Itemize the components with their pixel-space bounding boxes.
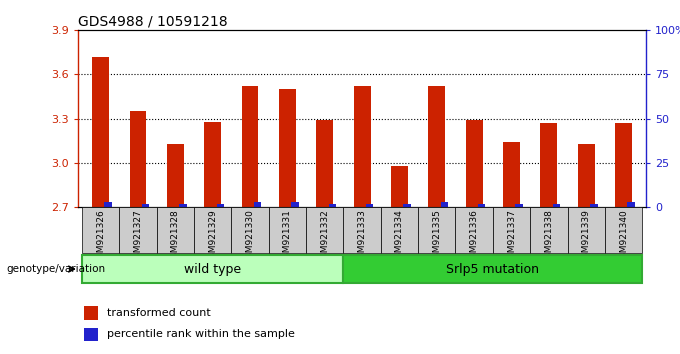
Bar — [418, 207, 456, 253]
Bar — [82, 207, 119, 253]
Bar — [216, 204, 224, 207]
Bar — [328, 204, 336, 207]
Bar — [130, 111, 146, 207]
Bar — [343, 255, 643, 283]
Text: GSM921328: GSM921328 — [171, 210, 180, 264]
Text: GSM921340: GSM921340 — [619, 210, 628, 264]
Bar — [568, 207, 605, 253]
Text: GSM921339: GSM921339 — [581, 210, 591, 264]
Text: GSM921334: GSM921334 — [395, 210, 404, 264]
Text: GSM921335: GSM921335 — [432, 210, 441, 264]
Bar — [553, 204, 560, 207]
Text: GSM921338: GSM921338 — [545, 210, 554, 264]
Bar — [354, 86, 371, 207]
Bar — [254, 202, 261, 207]
Bar — [316, 120, 333, 207]
Bar — [391, 166, 408, 207]
Text: GSM921326: GSM921326 — [96, 210, 105, 264]
Bar — [428, 86, 445, 207]
Text: GSM921331: GSM921331 — [283, 210, 292, 264]
Bar — [381, 207, 418, 253]
Bar — [456, 207, 493, 253]
Bar — [590, 204, 598, 207]
Text: transformed count: transformed count — [107, 308, 211, 318]
Text: GSM921327: GSM921327 — [133, 210, 143, 264]
Bar — [615, 123, 632, 207]
Bar — [231, 207, 269, 253]
Bar — [119, 207, 156, 253]
Bar — [628, 202, 635, 207]
Bar — [366, 204, 373, 207]
Bar — [466, 120, 483, 207]
Bar — [204, 121, 221, 207]
Text: GDS4988 / 10591218: GDS4988 / 10591218 — [78, 15, 228, 29]
Bar — [241, 86, 258, 207]
Text: GSM921336: GSM921336 — [470, 210, 479, 264]
Bar — [156, 207, 194, 253]
Bar — [84, 327, 98, 341]
Bar — [541, 123, 558, 207]
Bar — [578, 144, 594, 207]
Text: GSM921332: GSM921332 — [320, 210, 329, 264]
Bar — [105, 202, 112, 207]
Text: GSM921333: GSM921333 — [358, 210, 367, 264]
Bar — [279, 89, 296, 207]
Text: Srlp5 mutation: Srlp5 mutation — [446, 263, 539, 275]
Bar — [291, 202, 299, 207]
Bar — [179, 204, 186, 207]
Text: wild type: wild type — [184, 263, 241, 275]
Bar — [82, 255, 343, 283]
Bar — [167, 144, 184, 207]
Bar — [441, 202, 448, 207]
Text: percentile rank within the sample: percentile rank within the sample — [107, 330, 294, 339]
Bar — [493, 207, 530, 253]
Bar — [306, 207, 343, 253]
Bar — [194, 207, 231, 253]
Bar — [530, 207, 568, 253]
Bar — [478, 204, 486, 207]
Bar — [142, 204, 150, 207]
Text: GSM921337: GSM921337 — [507, 210, 516, 264]
Bar — [269, 207, 306, 253]
Text: GSM921330: GSM921330 — [245, 210, 254, 264]
Bar — [92, 57, 109, 207]
Bar — [84, 307, 98, 320]
Bar — [403, 204, 411, 207]
Bar — [515, 204, 523, 207]
Bar — [605, 207, 643, 253]
Bar — [343, 207, 381, 253]
Text: genotype/variation: genotype/variation — [7, 264, 106, 274]
Bar — [503, 142, 520, 207]
Text: GSM921329: GSM921329 — [208, 210, 217, 264]
